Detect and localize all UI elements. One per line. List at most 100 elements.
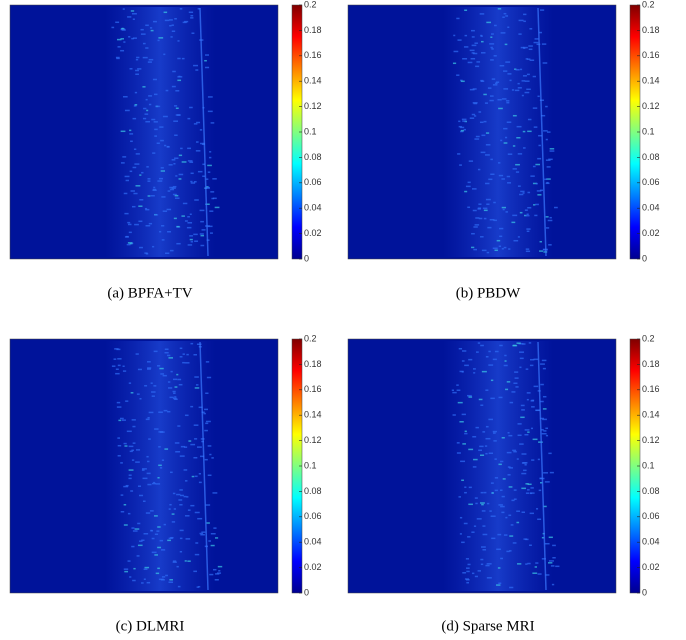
error-speck [206,522,210,524]
error-speck [529,358,535,361]
error-speck [142,56,148,59]
error-speck [513,489,517,491]
error-speck [537,573,542,575]
error-speck [511,391,516,393]
error-speck [525,214,530,217]
colorbar-tick-label: 0 [304,253,309,263]
error-speck [171,187,176,189]
error-speck [524,429,530,431]
error-speck [509,586,514,589]
error-speck [167,230,171,233]
error-speck [195,69,199,71]
error-speck [526,230,530,233]
error-speck [476,61,481,63]
error-speck [518,343,524,345]
error-speck [501,248,504,250]
error-speck [131,419,136,421]
error-speck [115,21,120,24]
error-speck [136,449,141,451]
error-speck [481,503,484,506]
error-speck [472,368,476,370]
error-speck [214,579,219,581]
error-speck [491,33,494,35]
error-speck [491,537,496,540]
error-speck [503,364,508,367]
error-speck [526,213,529,216]
error-speck [127,16,132,18]
error-speck [145,224,151,227]
error-speck [199,532,204,535]
error-speck [145,418,150,421]
error-speck [193,456,198,459]
colorbar-tick-label: 0.02 [304,562,322,572]
error-speck [212,197,217,200]
error-speck [172,560,177,562]
error-speck [464,486,467,488]
error-speck [148,58,154,61]
error-speck [532,572,538,574]
error-speck [134,91,138,94]
error-speck [151,482,156,485]
error-speck [509,535,514,537]
error-speck [508,248,511,250]
error-speck [459,533,462,535]
error-speck [490,397,495,400]
error-speck [538,134,543,137]
error-speck [541,359,547,362]
error-speck [190,342,194,345]
error-speck [184,414,189,417]
error-speck [147,416,150,419]
error-speck [473,52,478,55]
error-speck [122,156,127,158]
error-speck [176,242,181,245]
error-speck [186,496,189,498]
error-speck [157,546,161,549]
error-speck [545,227,550,229]
error-speck [143,107,147,110]
error-speck [210,191,215,193]
error-speck [136,56,140,59]
error-speck [193,424,199,426]
error-speck [542,395,547,398]
error-speck [140,28,144,31]
error-speck [171,24,174,26]
error-speck [169,19,173,21]
error-speck [527,58,531,60]
error-speck [131,205,136,208]
error-speck [539,189,543,192]
error-speck [149,510,154,512]
error-speck [184,362,190,364]
error-speck [207,110,213,113]
error-speck [518,33,522,35]
error-speck [456,442,460,444]
error-speck [485,452,488,455]
error-speck [456,17,460,20]
error-speck [181,161,187,163]
error-speck [501,98,507,100]
error-speck [152,245,155,248]
error-speck [527,206,532,209]
error-speck [500,489,503,491]
error-speck [207,164,212,167]
colorbar-tick-label: 0.06 [304,511,322,521]
error-speck [541,536,545,539]
error-speck [459,164,462,166]
error-speck [504,43,508,46]
error-speck [458,125,462,128]
error-speck [543,130,548,132]
error-speck [464,578,469,580]
colorbar-tick-label: 0.2 [642,0,655,9]
error-speck [467,536,471,538]
error-speck [463,46,469,48]
error-speck [197,8,201,10]
error-speck [186,353,189,356]
error-speck [545,216,549,218]
error-speck [475,217,480,219]
error-speck [127,221,131,224]
error-speck [116,348,121,351]
error-speck [187,117,191,120]
error-speck [451,389,455,392]
error-speck [172,390,176,393]
error-speck [540,400,544,403]
